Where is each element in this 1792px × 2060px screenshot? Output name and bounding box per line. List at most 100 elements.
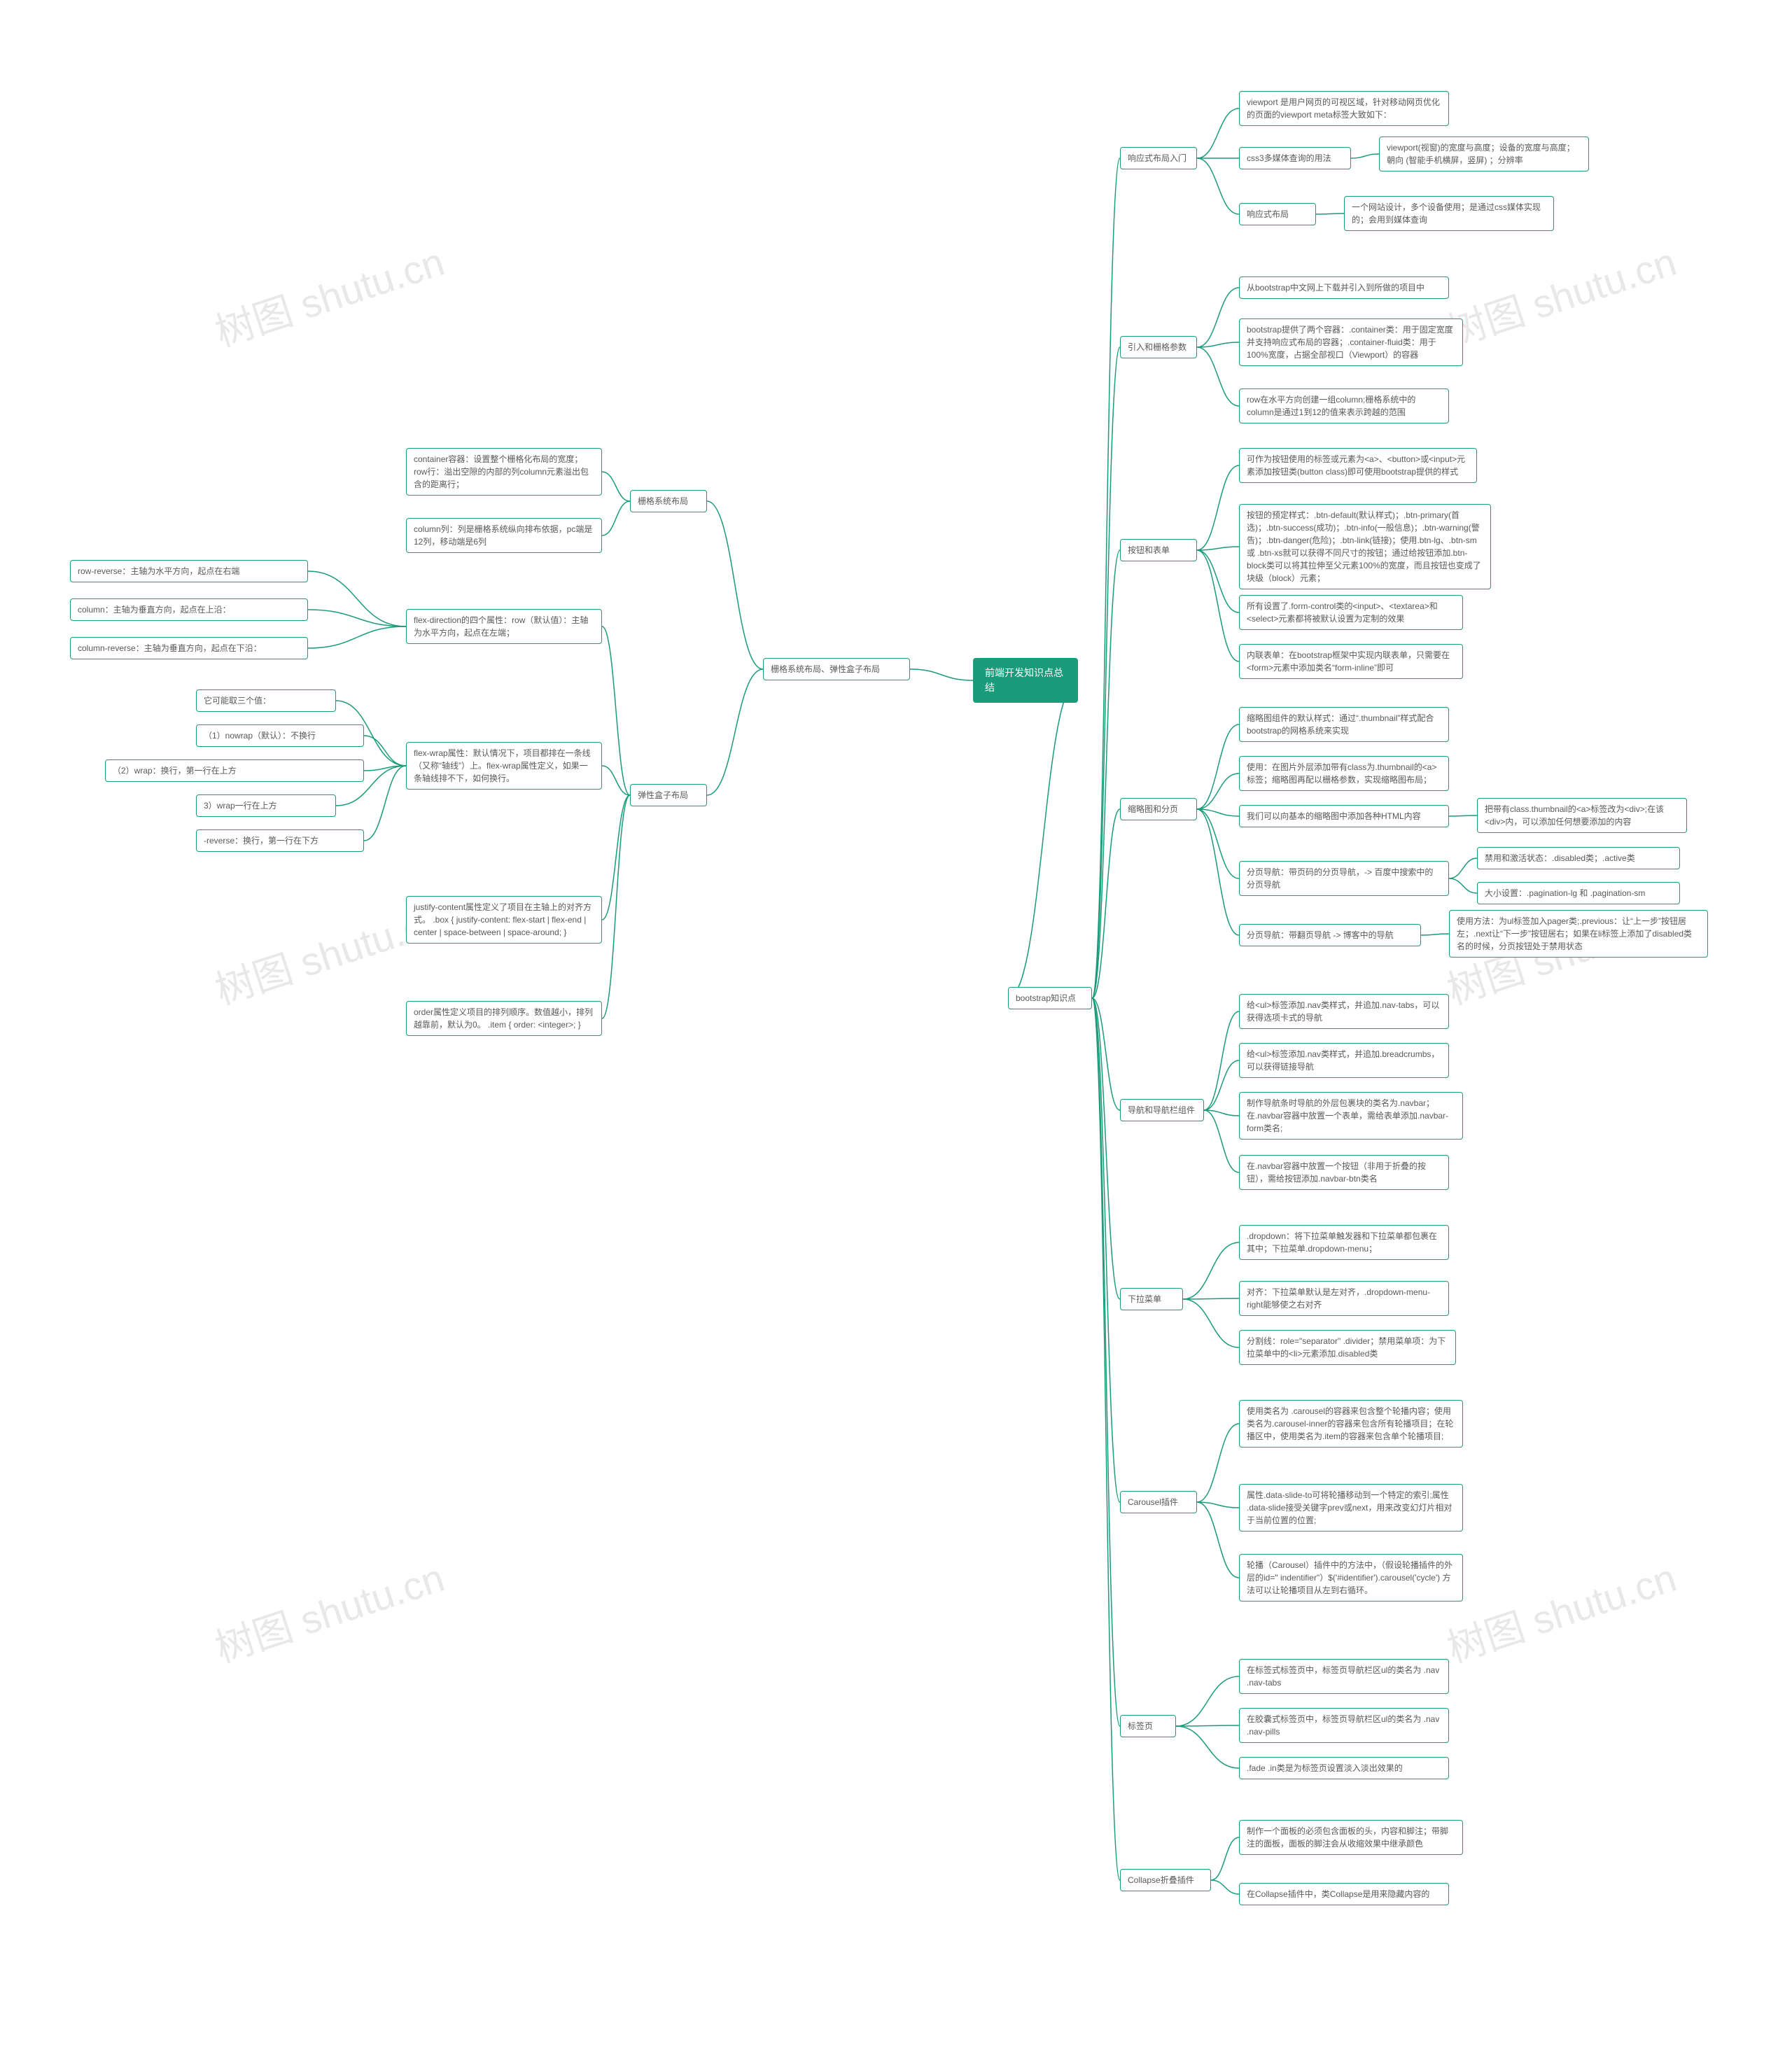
edge	[1197, 809, 1239, 816]
edge	[1197, 550, 1239, 612]
edge	[1204, 1011, 1239, 1110]
mindmap-node[interactable]: 一个网站设计，多个设备使用；是通过css媒体实现的；会用到媒体查询	[1344, 196, 1554, 231]
watermark: 树图 shutu.cn	[207, 1547, 451, 1674]
edge	[1197, 809, 1239, 935]
mindmap-node[interactable]: 在胶囊式标签页中，标签页导航栏区ul的类名为 .nav .nav-pills	[1239, 1708, 1449, 1743]
mindmap-node[interactable]: 使用：在图片外层添加带有class为.thumbnail的<a>标签；缩略图再配…	[1239, 756, 1449, 791]
root-node[interactable]: 前端开发知识点总结	[973, 658, 1078, 703]
mindmap-node[interactable]: 对齐：下拉菜单默认是左对齐，.dropdown-menu-right能够使之右对…	[1239, 1281, 1449, 1316]
mindmap-node[interactable]: 在Collapse插件中，类Collapse是用来隐藏内容的	[1239, 1883, 1449, 1905]
mindmap-node[interactable]: 标签页	[1120, 1715, 1176, 1737]
mindmap-node[interactable]: 属性.data-slide-to可将轮播移动到一个特定的索引;属性 .data-…	[1239, 1484, 1463, 1532]
edge	[1197, 1502, 1239, 1508]
mindmap-node[interactable]: 给<ul>标签添加.nav类样式，并追加.breadcrumbs，可以获得链接导…	[1239, 1043, 1449, 1078]
edge	[1183, 1298, 1239, 1299]
mindmap-node[interactable]: 按钮的预定样式：.btn-default(默认样式)；.btn-primary(…	[1239, 504, 1491, 589]
mindmap-node[interactable]: 把带有class.thumbnail的<a>标签改为<div>;在该<div>内…	[1477, 798, 1687, 833]
edge	[1197, 1502, 1239, 1578]
mindmap-node[interactable]: 制作一个面板的必须包含面板的头，内容和脚注；带脚注的面板，面板的脚注会从收缩效果…	[1239, 1820, 1463, 1855]
mindmap-node[interactable]: 引入和栅格参数	[1120, 336, 1197, 358]
mindmap-node[interactable]: 按钮和表单	[1120, 539, 1197, 561]
edge	[910, 669, 973, 680]
mindmap-node[interactable]: css3多媒体查询的用法	[1239, 147, 1351, 169]
mindmap-node[interactable]: 分页导航：带翻页导航 -> 博客中的导航	[1239, 924, 1421, 946]
mindmap-node[interactable]: 使用方法：为ul标签加入pager类;.previous：让“上一步”按钮居左；…	[1449, 910, 1708, 958]
mindmap-node[interactable]: viewport 是用户网页的可视区域，针对移动网页优化的页面的viewport…	[1239, 91, 1449, 126]
mindmap-node[interactable]: （2）wrap：换行，第一行在上方	[105, 759, 364, 782]
edge	[1197, 809, 1239, 878]
edge	[1421, 934, 1449, 935]
edge	[1092, 347, 1120, 998]
mindmap-node[interactable]: viewport(视窗)的宽度与高度；设备的宽度与高度；朝向 (智能手机横屏，竖…	[1379, 136, 1589, 171]
edge	[1204, 1060, 1239, 1110]
edge	[1211, 1880, 1239, 1894]
edge-layer	[0, 0, 1792, 2060]
mindmap-node[interactable]: 分页导航：带页码的分页导航，-> 百度中搜索中的分页导航	[1239, 861, 1449, 896]
mindmap-node[interactable]: bootstrap知识点	[1008, 987, 1092, 1009]
mindmap-node[interactable]: 所有设置了.form-control类的<input>、<textarea>和<…	[1239, 595, 1463, 630]
edge	[1092, 158, 1120, 998]
mindmap-node[interactable]: column列：列是栅格系统纵向排布依据，pc端是12列，移动端是6列	[406, 518, 602, 553]
edge	[1197, 342, 1239, 347]
mindmap-node[interactable]: 缩略图组件的默认样式：通过“.thumbnail”样式配合bootstrap的网…	[1239, 707, 1449, 742]
mindmap-node[interactable]: 栅格系统布局	[630, 490, 707, 512]
mindmap-node[interactable]: Collapse折叠插件	[1120, 1869, 1211, 1891]
mindmap-node[interactable]: 在.navbar容器中放置一个按钮（非用于折叠的按钮），需给按钮添加.navba…	[1239, 1155, 1449, 1190]
mindmap-node[interactable]: row在水平方向创建一组column;栅格系统中的column是通过1到12的值…	[1239, 388, 1449, 423]
mindmap-node[interactable]: 导航和导航栏组件	[1120, 1099, 1204, 1121]
mindmap-node[interactable]: order属性定义项目的排列顺序。数值越小，排列越靠前，默认为0。 .item …	[406, 1001, 602, 1036]
mindmap-node[interactable]: 栅格系统布局、弹性盒子布局	[763, 658, 910, 680]
edge	[602, 795, 630, 920]
edge	[1183, 1299, 1239, 1347]
mindmap-node[interactable]: .dropdown：将下拉菜单触发器和下拉菜单都包裹在其中；下拉菜单.dropd…	[1239, 1225, 1449, 1260]
mindmap-node[interactable]: column-reverse：主轴为垂直方向，起点在下沿：	[70, 637, 308, 659]
edge	[308, 571, 406, 626]
edge	[308, 626, 406, 648]
edge	[364, 766, 406, 771]
mindmap-node[interactable]: 下拉菜单	[1120, 1288, 1183, 1310]
mindmap-node[interactable]: 可作为按钮使用的标签或元素为<a>、<button>或<input>元素添加按钮…	[1239, 448, 1477, 483]
edge	[1092, 550, 1120, 998]
mindmap-node[interactable]: row-reverse：主轴为水平方向，起点在右端	[70, 560, 308, 582]
mindmap-node[interactable]: 缩略图和分页	[1120, 798, 1197, 820]
mindmap-node[interactable]: 使用类名为 .carousel的容器来包含整个轮播内容；使用类名为.carous…	[1239, 1400, 1463, 1448]
mindmap-node[interactable]: 分割线：role="separator" .divider；禁用菜单项：为下拉菜…	[1239, 1330, 1456, 1365]
edge	[1176, 1676, 1239, 1726]
mindmap-node[interactable]: 响应式布局入门	[1120, 147, 1197, 169]
mindmap-node[interactable]: 大小设置：.pagination-lg 和 .pagination-sm	[1477, 882, 1680, 904]
mindmap-node[interactable]: .fade .in类是为标签页设置淡入淡出效果的	[1239, 1757, 1449, 1779]
mindmap-node[interactable]: （1）nowrap（默认）：不换行	[196, 724, 364, 747]
mindmap-node[interactable]: 内联表单：在bootstrap框架中实现内联表单，只需要在<form>元素中添加…	[1239, 644, 1463, 679]
mindmap-node[interactable]: 轮播（Carousel）插件中的方法中，（假设轮播插件的外层的id=" inde…	[1239, 1554, 1463, 1602]
edge	[1092, 998, 1120, 1110]
edge	[1092, 809, 1120, 998]
mindmap-node[interactable]: column：主轴为垂直方向，起点在上沿：	[70, 598, 308, 621]
edge	[1449, 858, 1477, 878]
mindmap-node[interactable]: -reverse：换行，第一行在下方	[196, 829, 364, 852]
mindmap-node[interactable]: 响应式布局	[1239, 203, 1316, 225]
mindmap-node[interactable]: 从bootstrap中文网上下载并引入到所做的项目中	[1239, 276, 1449, 299]
mindmap-node[interactable]: 我们可以向基本的缩略图中添加各种HTML内容	[1239, 805, 1449, 827]
mindmap-node[interactable]: 制作导航条时导航的外层包裹块的类名为.navbar；在.navbar容器中放置一…	[1239, 1092, 1463, 1140]
mindmap-node[interactable]: justify-content属性定义了项目在主轴上的对齐方式。 .box { …	[406, 896, 602, 944]
edge	[1449, 815, 1477, 816]
edge	[1204, 1110, 1239, 1172]
mindmap-node[interactable]: bootstrap提供了两个容器：.container类：用于固定宽度并支持响应…	[1239, 318, 1463, 366]
mindmap-node[interactable]: 弹性盒子布局	[630, 784, 707, 806]
edge	[602, 795, 630, 1018]
mindmap-node[interactable]: flex-wrap属性：默认情况下，项目都排在一条线（又称“轴线”）上。flex…	[406, 742, 602, 790]
mindmap-node[interactable]: 它可能取三个值：	[196, 689, 336, 712]
edge	[1197, 547, 1239, 550]
mindmap-node[interactable]: 在标签式标签页中，标签页导航栏区ul的类名为 .nav .nav-tabs	[1239, 1659, 1449, 1694]
mindmap-node[interactable]: container容器：设置整个栅格化布局的宽度；row行：溢出空隙的内部的列c…	[406, 448, 602, 496]
mindmap-node[interactable]: 3）wrap一行在上方	[196, 794, 336, 817]
edge	[1092, 998, 1120, 1502]
mindmap-node[interactable]: Carousel插件	[1120, 1491, 1197, 1513]
edge	[707, 669, 763, 795]
edge	[1197, 108, 1239, 158]
mindmap-node[interactable]: 禁用和激活状态：.disabled类；.active类	[1477, 847, 1680, 869]
edge	[1197, 773, 1239, 809]
edge	[602, 501, 630, 535]
mindmap-node[interactable]: flex-direction的四个属性：row（默认值）：主轴为水平方向，起点在…	[406, 609, 602, 644]
mindmap-node[interactable]: 给<ul>标签添加.nav类样式，并追加.nav-tabs，可以获得选项卡式的导…	[1239, 994, 1449, 1029]
